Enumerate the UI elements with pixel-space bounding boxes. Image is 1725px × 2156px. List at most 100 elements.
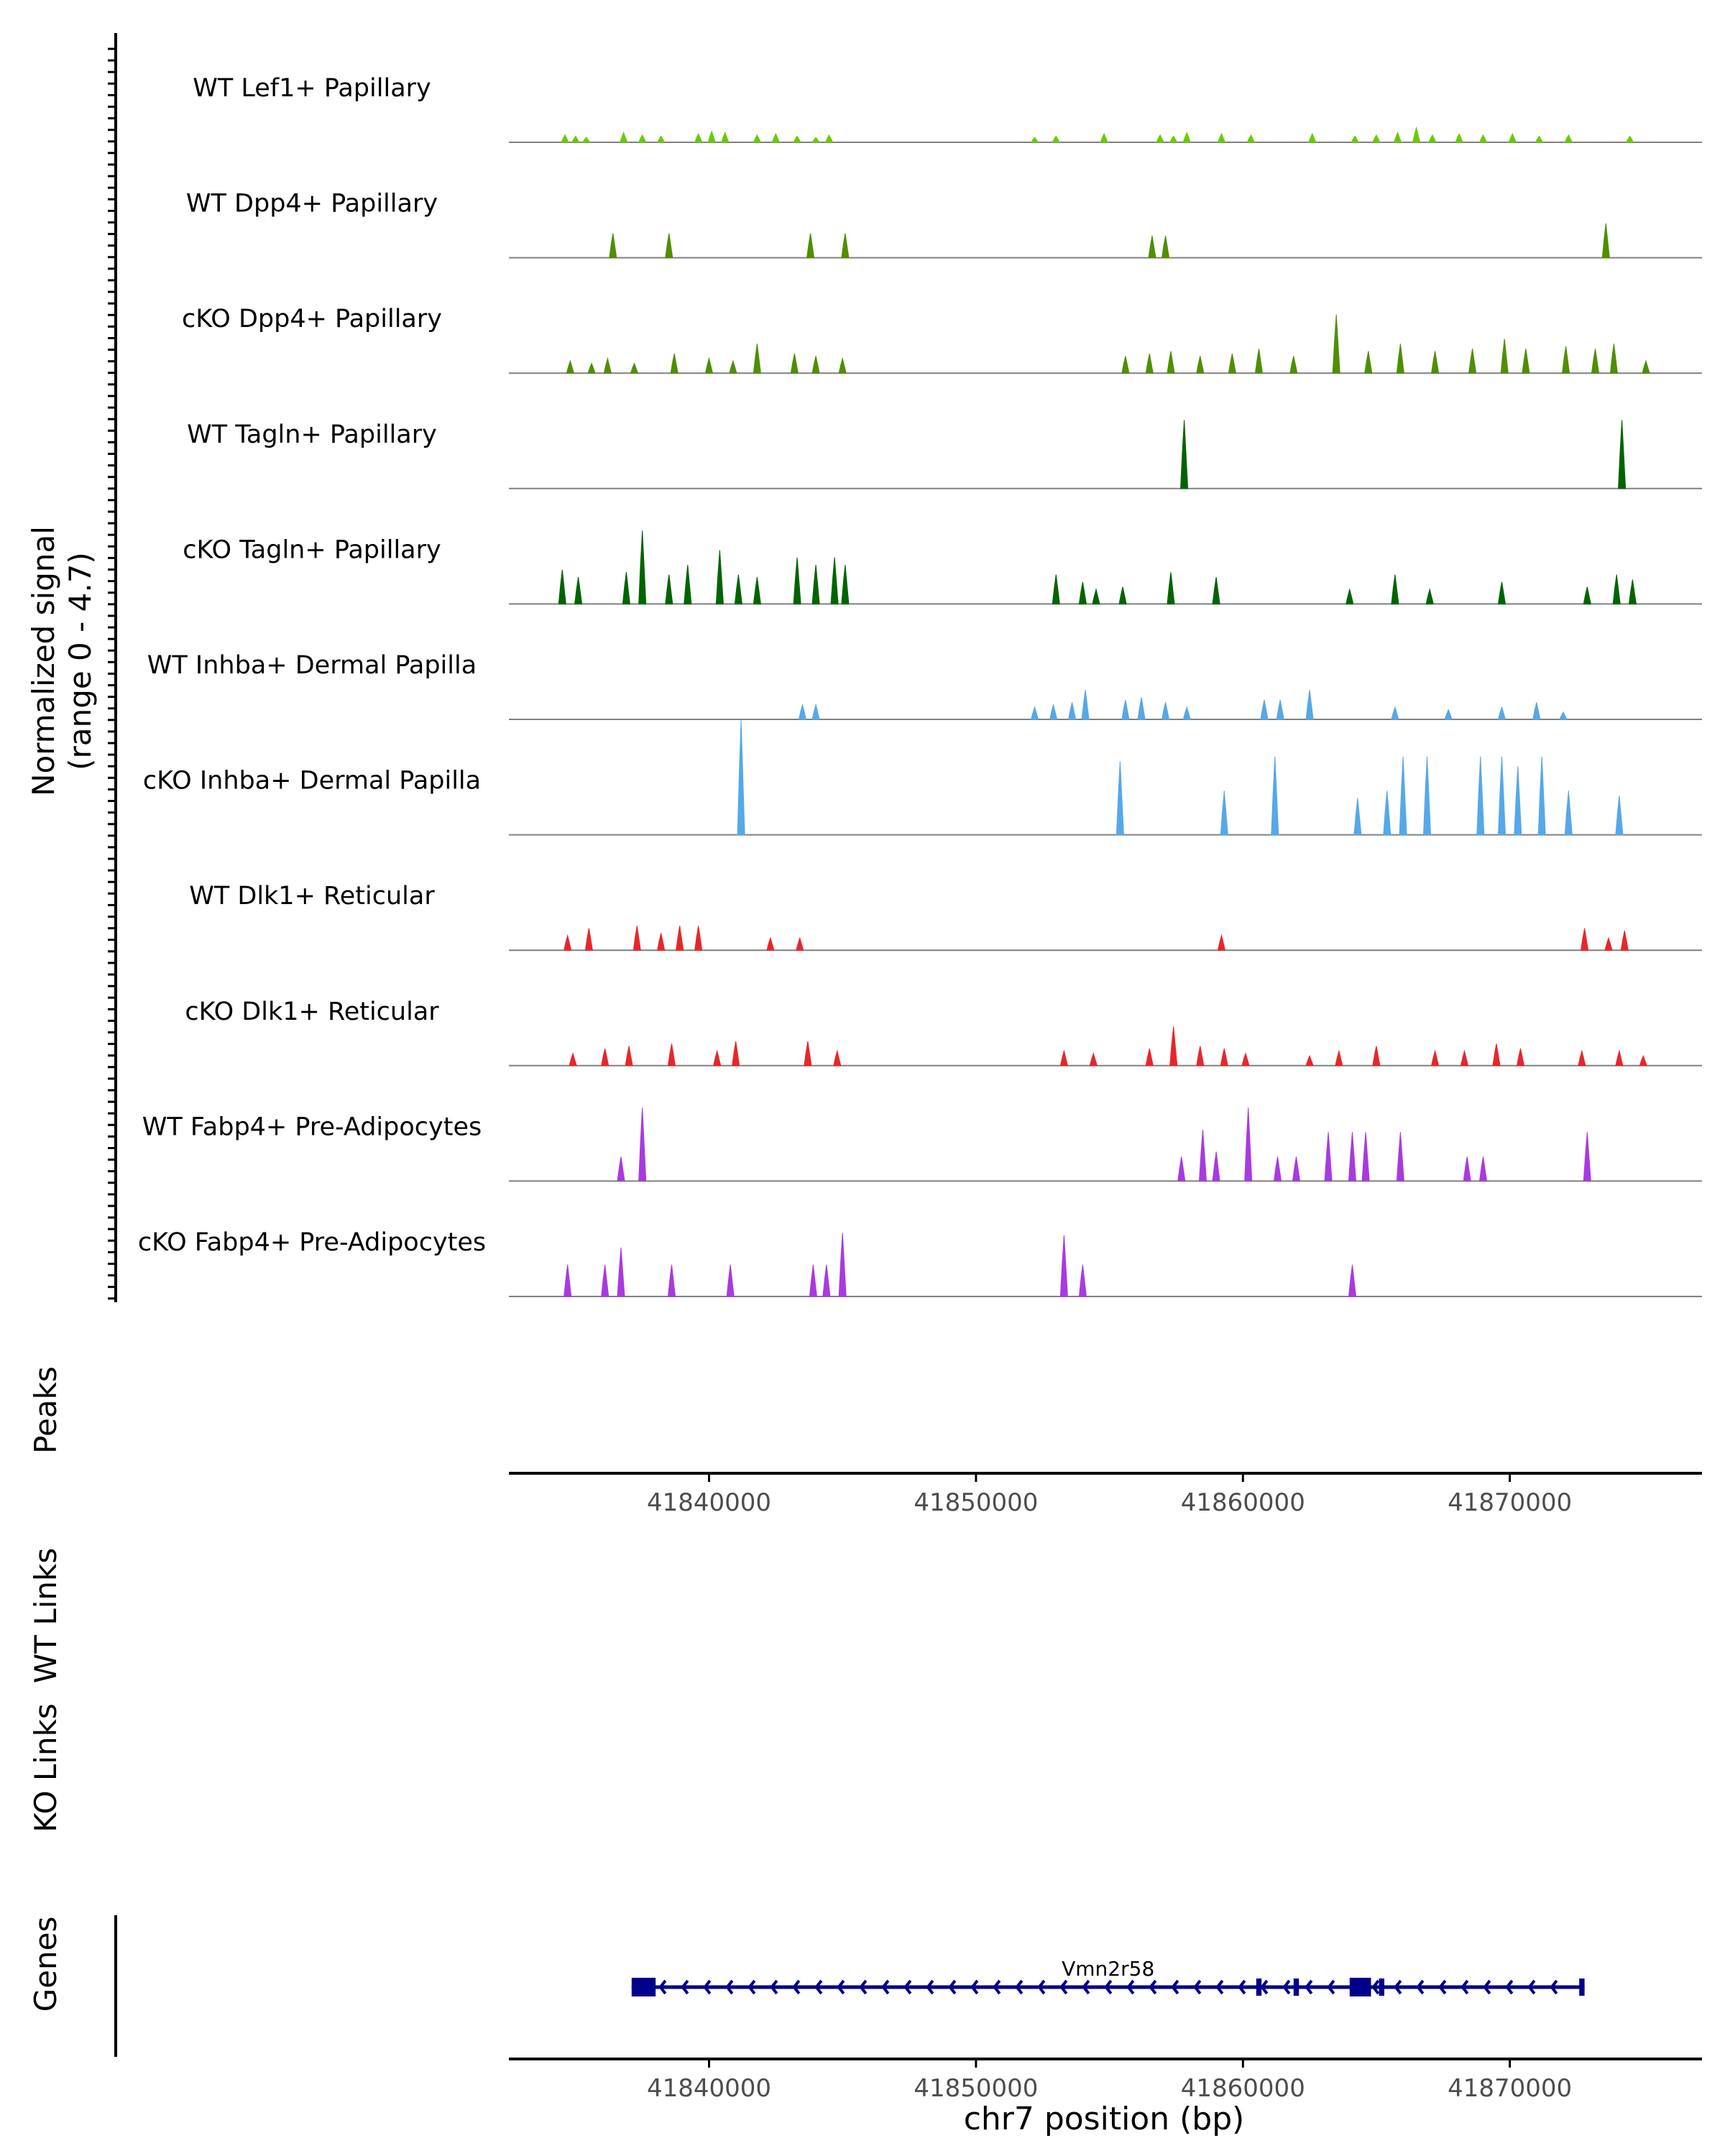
signal-peak	[1639, 1054, 1648, 1067]
signal-peak	[737, 719, 745, 836]
signal-peak	[1476, 756, 1485, 836]
gene-exon	[1579, 1978, 1585, 1996]
strand-arrow	[993, 1979, 1001, 1995]
x-axis-top: 41840000 41850000 41860000 41870000	[509, 1472, 1702, 1517]
peaks-track-title: Peaks	[28, 1366, 63, 1454]
signal-peak	[811, 137, 821, 143]
strand-arrow	[1149, 1979, 1157, 1995]
signal-peak	[632, 926, 641, 951]
signal-peak	[1335, 1049, 1343, 1067]
strand-arrow	[1037, 1979, 1046, 1995]
signal-peak	[1276, 699, 1284, 720]
signal-peak	[798, 703, 807, 720]
x-tick-label: 41850000	[914, 1488, 1038, 1517]
signal-peak	[1364, 351, 1373, 374]
signal-peak	[1618, 420, 1627, 489]
strand-arrow	[703, 1979, 712, 1995]
strand-arrow	[1215, 1979, 1224, 1995]
signal-peak	[766, 936, 775, 951]
signal-peak	[1182, 132, 1192, 143]
coverage-tracks: WT Lef1+ Papillary WT Dpp4+ Papillary cKO …	[138, 74, 1702, 1297]
strand-arrow	[792, 1979, 801, 1995]
signal-peak	[667, 1044, 676, 1067]
signal-peak	[1497, 581, 1506, 604]
signal-peak	[1180, 420, 1189, 489]
signal-peak	[1460, 1049, 1469, 1067]
signal-peak	[796, 936, 804, 951]
signal-peak	[1604, 936, 1613, 951]
signal-peak	[1078, 581, 1087, 604]
signal-peak	[622, 572, 630, 604]
signal-peak	[1612, 574, 1621, 604]
signal-peak	[790, 353, 799, 374]
strand-arrow	[1015, 1979, 1024, 1995]
signal-peak	[1116, 761, 1124, 836]
strand-arrow	[1104, 1979, 1113, 1995]
signal-peak	[804, 1041, 812, 1067]
signal-peak	[1391, 574, 1399, 604]
strand-arrow	[1193, 1979, 1202, 1995]
signal-peak	[1383, 791, 1392, 836]
strand-arrow	[881, 1979, 890, 1995]
signal-peak	[1351, 135, 1360, 143]
strand-arrow	[1282, 1979, 1291, 1995]
signal-peak	[707, 130, 716, 143]
x-tick-label: 41860000	[1181, 1488, 1305, 1517]
signal-peak	[809, 1264, 817, 1297]
signal-peak	[1628, 579, 1637, 604]
signal-peak	[841, 564, 850, 604]
track-cko-fabp4-pre-adipocytes: cKO Fabp4+ Pre-Adipocytes	[138, 1228, 1702, 1297]
strand-arrow	[1327, 1979, 1335, 1995]
signal-peak	[1428, 134, 1437, 143]
signal-peak	[1615, 796, 1624, 836]
signal-peak	[1220, 791, 1228, 836]
signal-peak	[1118, 586, 1127, 604]
track-cko-inhba-dermal-papilla: cKO Inhba+ Dermal Papilla	[143, 719, 1702, 836]
track-cko-dlk1-reticular: cKO Dlk1+ Reticular	[185, 998, 1702, 1067]
signal-peak	[1583, 1132, 1591, 1181]
signal-peak	[838, 1233, 847, 1297]
signal-peak	[1615, 1049, 1624, 1067]
strand-arrow	[837, 1979, 845, 1995]
signal-peak	[1030, 706, 1039, 720]
signal-peak	[715, 550, 724, 604]
signal-peak	[638, 134, 647, 143]
signal-peak	[1182, 706, 1191, 720]
strand-arrow	[970, 1979, 979, 1995]
signal-peak	[1609, 344, 1618, 374]
signal-peak	[676, 926, 684, 951]
signal-peak	[564, 934, 572, 951]
signal-peak	[601, 1048, 610, 1067]
gene-exon	[1379, 1978, 1384, 1996]
signal-peak	[1324, 1132, 1333, 1181]
x-tick-label: 41870000	[1448, 1488, 1572, 1517]
signal-peak	[657, 933, 666, 951]
strand-arrow	[1238, 1979, 1246, 1995]
signal-peak	[584, 928, 593, 951]
signal-peak	[1305, 690, 1314, 720]
signal-peak	[638, 1107, 647, 1181]
x-tick-label: 41840000	[647, 1488, 771, 1517]
signal-peak	[1228, 353, 1237, 374]
signal-peak	[630, 362, 639, 374]
signal-peak	[734, 574, 742, 604]
track-wt-fabp4-pre-adipocytes: WT Fabp4+ Pre-Adipocytes	[142, 1107, 1702, 1182]
x-tick-label: 41870000	[1448, 2074, 1572, 2103]
signal-peak	[1059, 1049, 1069, 1067]
signal-peak	[833, 1049, 842, 1067]
signal-peak	[822, 1264, 831, 1297]
signal-peak	[1642, 359, 1650, 374]
signal-peak	[1059, 1235, 1068, 1297]
signal-peak	[1348, 1132, 1357, 1181]
gene-exon	[1293, 1978, 1300, 1996]
strand-arrow	[1305, 1979, 1313, 1995]
y-axis-title-line1: Normalized signal	[26, 526, 61, 796]
signal-peak	[571, 135, 580, 143]
signal-peak	[1145, 1048, 1154, 1067]
strand-arrow	[748, 1979, 756, 1995]
signal-peak	[1089, 1052, 1098, 1067]
signal-peak	[1081, 690, 1090, 720]
signal-peak	[1348, 1264, 1357, 1297]
signal-peak	[732, 1041, 740, 1067]
